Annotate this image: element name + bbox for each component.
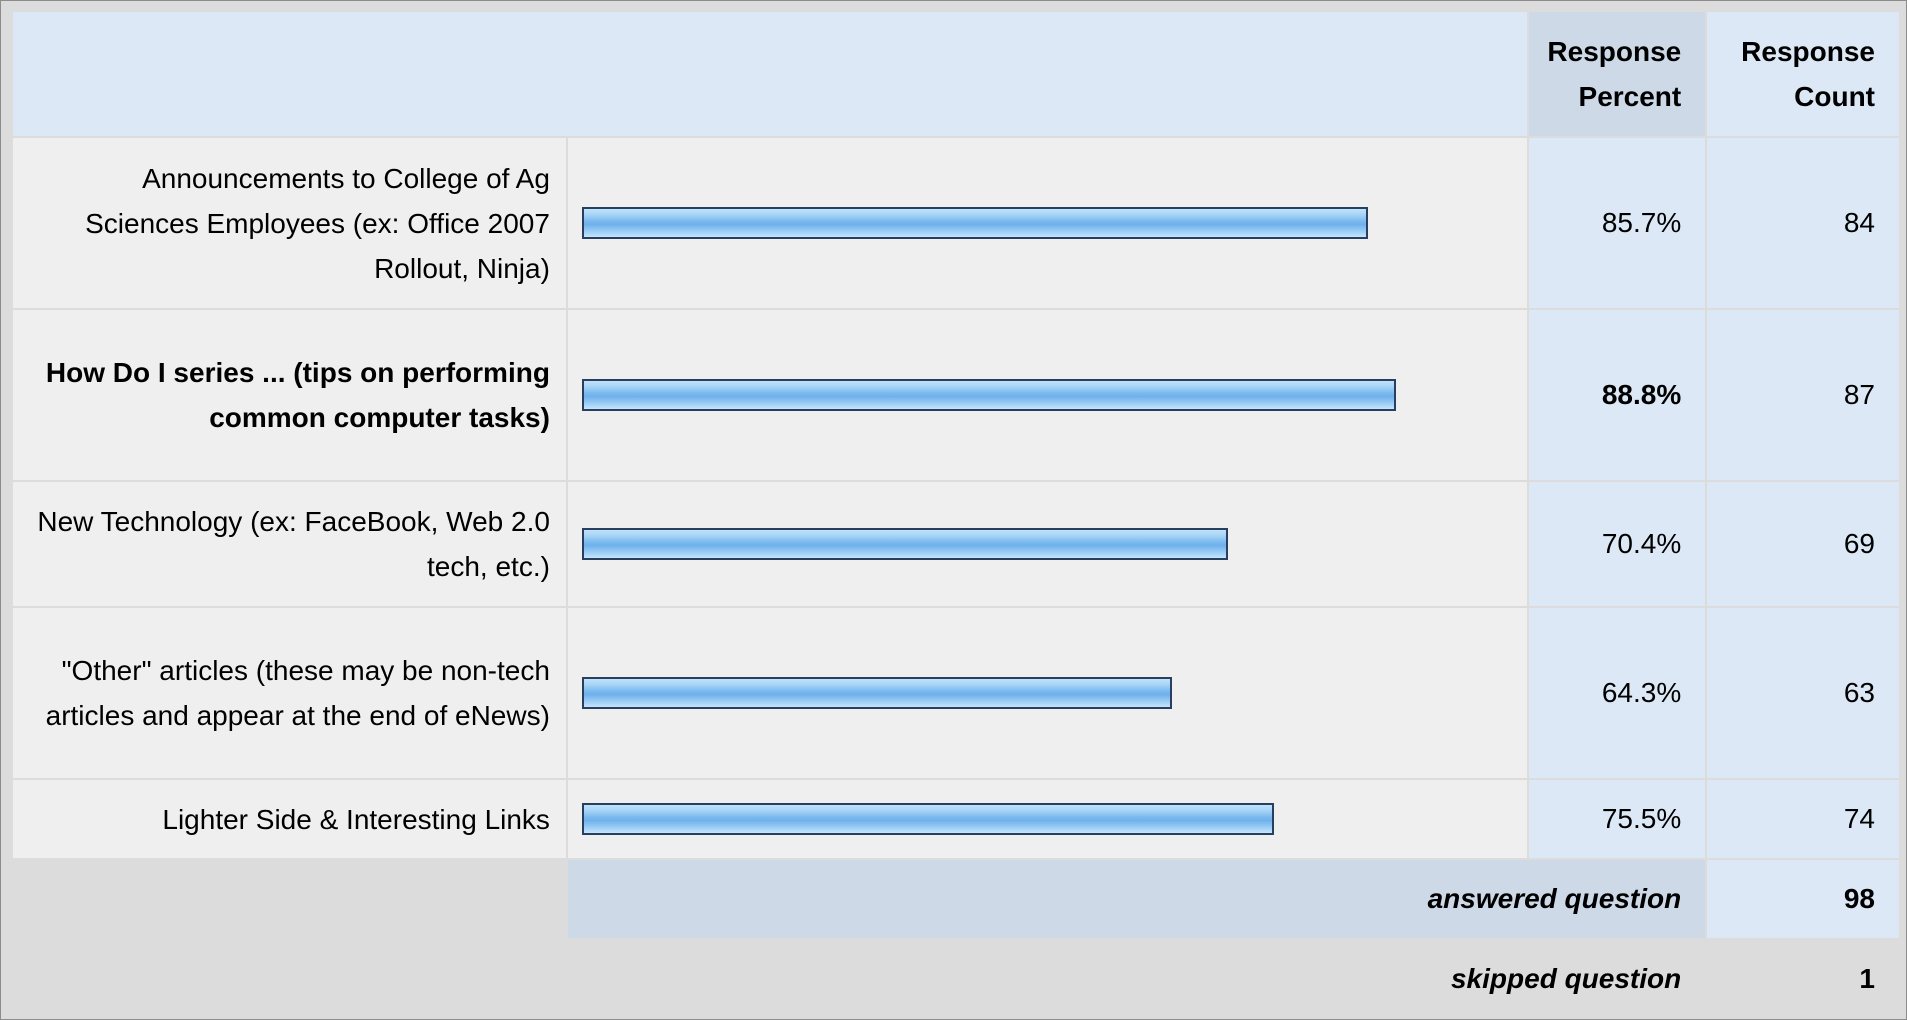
answered-question-count: 98: [1707, 860, 1899, 938]
answered-blank: [13, 860, 566, 938]
bar-cell: [567, 138, 1527, 308]
answer-option-label: New Technology (ex: FaceBook, Web 2.0 te…: [13, 482, 566, 606]
answer-option-label: How Do I series ... (tips on performing …: [13, 310, 566, 480]
response-row: Announcements to College of Ag Sciences …: [13, 138, 1899, 308]
response-rows: Announcements to College of Ag Sciences …: [13, 138, 1899, 858]
answer-option-label: Lighter Side & Interesting Links: [13, 780, 566, 858]
bar-cell: [567, 608, 1527, 778]
response-row: New Technology (ex: FaceBook, Web 2.0 te…: [13, 482, 1899, 606]
header-blank: [13, 12, 1527, 136]
response-row: "Other" articles (these may be non-tech …: [13, 608, 1899, 778]
skipped-question-count: 1: [1707, 940, 1899, 1018]
header-row: Response Percent Response Count: [13, 12, 1899, 136]
response-percent-header: Response Percent: [1528, 12, 1706, 136]
skipped-row: skipped question 1: [13, 940, 1899, 1018]
response-percent-value: 75.5%: [1528, 780, 1706, 858]
answer-option-label: "Other" articles (these may be non-tech …: [13, 608, 566, 778]
response-count-value: 84: [1707, 138, 1899, 308]
response-row: Lighter Side & Interesting Links 75.5% 74: [13, 780, 1899, 858]
response-percent-value: 88.8%: [1528, 310, 1706, 480]
bar-cell: [567, 310, 1527, 480]
response-count-header: Response Count: [1707, 12, 1899, 136]
answered-question-label: answered question: [567, 860, 1706, 938]
response-percent-value: 70.4%: [1528, 482, 1706, 606]
response-bar: [581, 379, 1396, 411]
answered-row: answered question 98: [13, 860, 1899, 938]
response-bar: [581, 677, 1172, 709]
bar-cell: [567, 780, 1527, 858]
survey-results-table: Response Percent Response Count Announce…: [11, 10, 1901, 1020]
response-percent-value: 64.3%: [1528, 608, 1706, 778]
response-count-value: 74: [1707, 780, 1899, 858]
response-bar: [581, 207, 1368, 239]
response-percent-value: 85.7%: [1528, 138, 1706, 308]
response-count-value: 63: [1707, 608, 1899, 778]
answer-option-label: Announcements to College of Ag Sciences …: [13, 138, 566, 308]
response-bar: [581, 528, 1228, 560]
skipped-blank: [13, 940, 566, 1018]
response-row: How Do I series ... (tips on performing …: [13, 310, 1899, 480]
response-count-value: 69: [1707, 482, 1899, 606]
bar-cell: [567, 482, 1527, 606]
skipped-question-label: skipped question: [567, 940, 1706, 1018]
response-bar: [581, 803, 1274, 835]
response-count-value: 87: [1707, 310, 1899, 480]
